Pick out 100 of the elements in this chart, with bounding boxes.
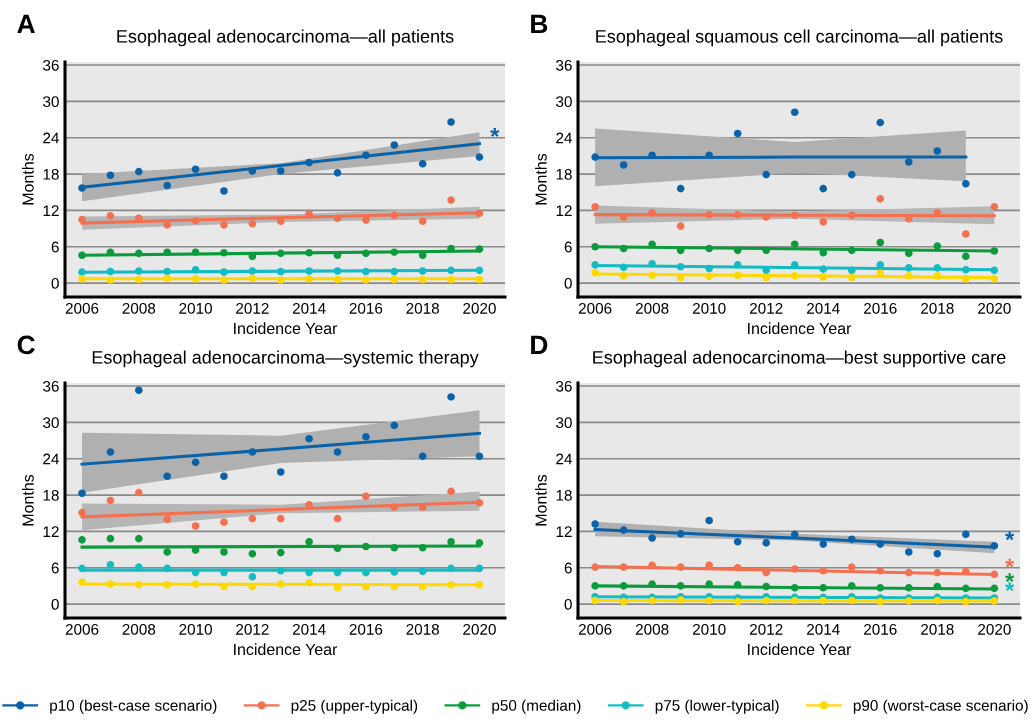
x-tick-label: 2014	[807, 302, 840, 314]
point	[619, 213, 628, 221]
point	[362, 249, 370, 258]
point	[475, 499, 484, 507]
point	[676, 246, 685, 255]
point	[106, 496, 115, 505]
point	[762, 539, 771, 547]
point	[705, 244, 713, 253]
point	[390, 141, 399, 149]
point	[762, 273, 771, 282]
point	[163, 267, 171, 276]
point	[904, 583, 913, 592]
point	[733, 563, 742, 572]
legend-label: p90 (worst-case scenario)	[853, 699, 1028, 714]
point	[362, 568, 370, 577]
point	[933, 242, 942, 250]
x-tick-label: 2010	[179, 623, 212, 635]
annotation: *	[1005, 573, 1015, 583]
point	[362, 433, 370, 441]
point	[447, 393, 455, 401]
point	[276, 249, 285, 258]
point	[904, 548, 913, 556]
point	[276, 580, 285, 588]
chart-title: Esophageal adenocarcinoma—systemic therapy	[92, 350, 479, 368]
point	[135, 275, 143, 284]
point	[762, 213, 771, 221]
point	[705, 596, 713, 605]
point	[876, 195, 885, 203]
point	[333, 275, 342, 284]
point	[591, 563, 599, 571]
point	[733, 261, 742, 269]
point	[248, 514, 257, 523]
point	[676, 184, 685, 193]
point	[762, 568, 771, 577]
point	[135, 580, 143, 589]
point	[362, 542, 370, 551]
point	[475, 564, 484, 573]
point	[819, 265, 828, 273]
point	[333, 568, 342, 577]
point	[819, 273, 828, 281]
point	[904, 264, 913, 272]
point	[591, 261, 599, 269]
point	[475, 580, 484, 589]
y-tick-label: 0	[564, 277, 572, 289]
point	[819, 566, 828, 575]
x-tick-label: 2008	[122, 623, 156, 635]
y-tick-label: 24	[556, 453, 572, 465]
legend-label: p75 (lower-typical)	[655, 699, 779, 714]
point	[475, 452, 484, 461]
x-tick-label: 2012	[749, 302, 783, 314]
y-tick-label: 18	[556, 168, 572, 180]
point	[876, 118, 885, 127]
y-tick-label: 12	[43, 205, 59, 216]
y-axis-title: Months	[535, 474, 547, 526]
point	[333, 544, 342, 553]
point	[220, 268, 228, 276]
point	[418, 217, 427, 226]
point	[962, 230, 970, 238]
point	[106, 212, 115, 220]
point	[591, 582, 599, 590]
point	[705, 210, 713, 219]
x-tick-label: 2018	[921, 302, 954, 314]
point	[847, 273, 856, 282]
point	[648, 534, 656, 542]
point	[191, 568, 200, 577]
x-tick-label: 2012	[236, 302, 269, 314]
point	[676, 563, 685, 571]
point	[447, 564, 455, 573]
point	[933, 582, 942, 591]
legend-label: p25 (upper-typical)	[291, 699, 418, 714]
point	[390, 582, 399, 591]
point	[305, 158, 313, 167]
chart-title: Esophageal adenocarcinoma—all patients	[117, 29, 454, 47]
point	[447, 537, 455, 546]
point	[220, 568, 228, 577]
y-tick-label: 6	[51, 241, 59, 253]
point	[619, 161, 628, 169]
point	[733, 271, 742, 279]
point	[78, 508, 86, 517]
x-tick-label: 2008	[122, 302, 156, 314]
y-axis-title: Months	[535, 153, 547, 205]
point	[733, 246, 742, 255]
point	[191, 580, 200, 588]
y-tick-label: 24	[43, 132, 59, 144]
point	[135, 488, 143, 497]
x-tick-label: 2006	[578, 302, 612, 314]
x-tick-label: 2018	[406, 623, 440, 635]
point	[447, 487, 455, 496]
y-tick-label: 0	[564, 598, 572, 610]
point	[990, 570, 999, 579]
annotation: *	[1005, 531, 1015, 541]
point	[847, 246, 856, 255]
point	[790, 108, 799, 117]
point	[362, 216, 370, 224]
x-tick-label: 2016	[349, 302, 383, 314]
x-tick-label: 2012	[749, 623, 783, 635]
point	[619, 272, 628, 280]
point	[135, 386, 143, 395]
point	[790, 211, 799, 220]
point	[418, 452, 427, 461]
